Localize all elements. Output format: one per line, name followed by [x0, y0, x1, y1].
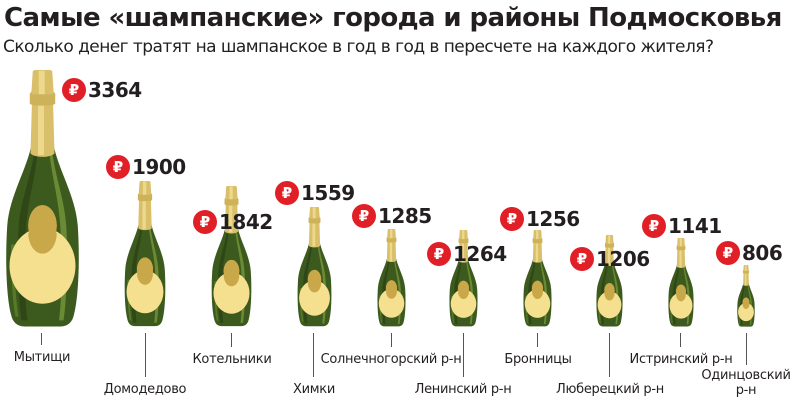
value-number: 1559 [301, 181, 355, 205]
value-number: 1206 [596, 247, 650, 271]
value-number: 1256 [526, 207, 580, 231]
chart-title: Самые «шампанские» города и районы Подмо… [4, 3, 782, 33]
champagne-bottle-icon [668, 238, 694, 327]
leader-line [463, 333, 464, 377]
ruble-icon: ₽ [106, 155, 130, 179]
category-label-domodedovo: Домодедово [103, 382, 187, 397]
bottle-bar-kotelniki [211, 186, 252, 327]
champagne-bottle-icon [737, 265, 755, 327]
value-label-khimki: ₽ 1559 [275, 181, 355, 205]
value-label-mytishchi: ₽ 3364 [62, 78, 142, 102]
ruble-icon: ₽ [642, 214, 666, 238]
chart-subtitle: Сколько денег тратят на шампанское в год… [3, 37, 714, 57]
value-label-domodedovo: ₽ 1900 [106, 155, 186, 179]
leader-line [537, 333, 538, 347]
value-number: 3364 [88, 78, 142, 102]
value-number: 1285 [378, 204, 432, 228]
bottle-bar-istrinsky [668, 238, 694, 327]
champagne-bottle-icon [297, 207, 332, 327]
champagne-bottle-icon [523, 230, 552, 327]
leader-line [391, 333, 392, 347]
value-number: 1842 [219, 210, 273, 234]
champagne-bottle-icon [124, 181, 166, 327]
champagne-bottle-icon [377, 229, 406, 327]
value-label-lyubertsy: ₽ 1206 [570, 247, 650, 271]
category-label-leninsky: Ленинский р-н [414, 382, 512, 397]
category-label-lyubertsy: Люберецкий р-н [556, 382, 664, 397]
leader-line [746, 333, 747, 365]
category-label-bronnitsy: Бронницы [504, 352, 572, 367]
ruble-icon: ₽ [716, 241, 740, 265]
value-number: 1900 [132, 155, 186, 179]
value-label-solnechnogorsky: ₽ 1285 [352, 204, 432, 228]
ruble-icon: ₽ [193, 210, 217, 234]
category-label-kotelniki: Котельники [192, 352, 272, 367]
category-label-khimki: Химки [293, 382, 335, 397]
category-label-odintsovsky: Одинцовский р-н [701, 368, 791, 398]
ruble-icon: ₽ [570, 247, 594, 271]
ruble-icon: ₽ [427, 242, 451, 266]
category-label-mytishchi: Мытищи [13, 350, 71, 365]
champagne-bottle-icon [211, 186, 252, 327]
champagne-bottle-icon [5, 70, 80, 328]
leader-line [145, 333, 146, 377]
value-label-odintsovsky: ₽ 806 [716, 241, 783, 265]
value-number: 806 [742, 241, 783, 265]
leader-line [231, 333, 232, 347]
value-label-leninsky: ₽ 1264 [427, 242, 507, 266]
ruble-icon: ₽ [352, 204, 376, 228]
leader-line [680, 333, 681, 347]
value-label-istrinsky: ₽ 1141 [642, 214, 722, 238]
value-number: 1264 [453, 242, 507, 266]
leader-line [609, 333, 610, 377]
leader-line [313, 333, 314, 377]
ruble-icon: ₽ [275, 181, 299, 205]
value-label-kotelniki: ₽ 1842 [193, 210, 273, 234]
category-label-istrinsky: Истринский р-н [629, 352, 733, 367]
ruble-icon: ₽ [62, 78, 86, 102]
category-label-solnechnogorsky: Солнечногорский р-н [320, 352, 462, 367]
bottle-bar-odintsovsky [737, 265, 755, 327]
value-number: 1141 [668, 214, 722, 238]
bottle-bar-mytishchi [5, 70, 80, 328]
value-label-bronnitsy: ₽ 1256 [500, 207, 580, 231]
bottle-bar-khimki [297, 207, 332, 327]
ruble-icon: ₽ [500, 207, 524, 231]
bottle-bar-solnechnogorsky [377, 229, 406, 327]
bottle-bar-bronnitsy [523, 230, 552, 327]
leader-line [41, 333, 42, 345]
bottle-bar-domodedovo [124, 181, 166, 327]
